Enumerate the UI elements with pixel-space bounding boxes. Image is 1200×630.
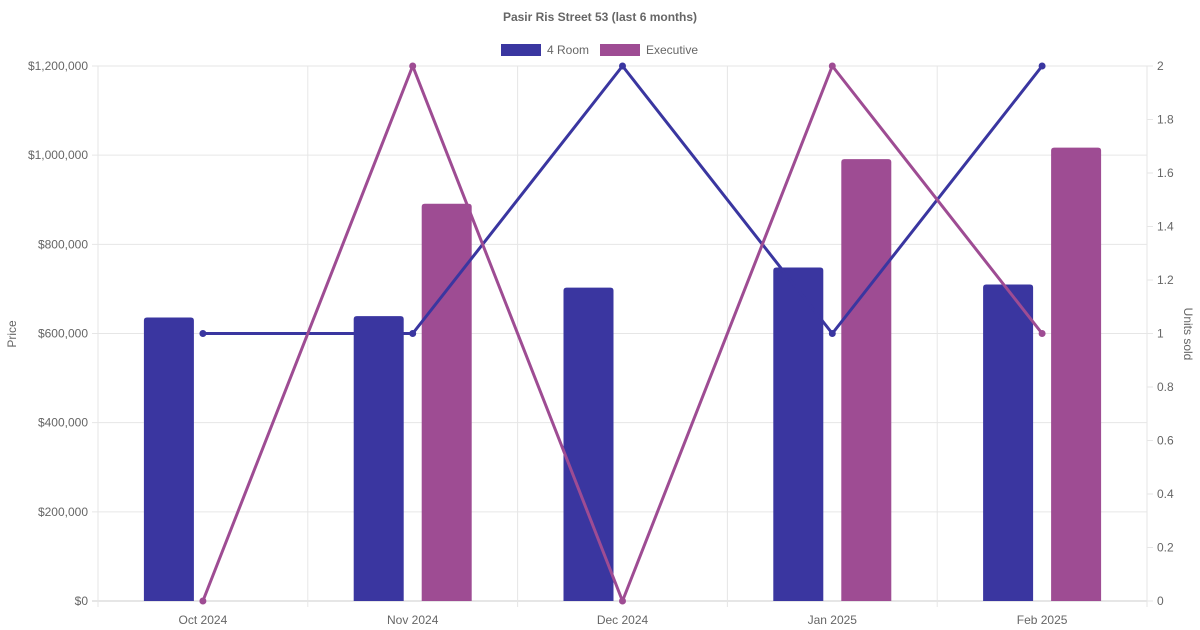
x-tick-label: Oct 2024: [179, 613, 228, 627]
line-4-room-units: [202, 64, 1044, 335]
y-left-tick-label: $1,000,000: [28, 148, 88, 162]
legend-swatch[interactable]: [501, 44, 541, 56]
legend-label[interactable]: Executive: [646, 43, 698, 57]
point-4-room-units[interactable]: [1038, 62, 1046, 70]
point-4-room-units[interactable]: [619, 62, 626, 70]
y-axis-left-label: Price: [5, 320, 19, 348]
legend[interactable]: 4 Room Executive: [501, 43, 698, 57]
y-right-tick-label: 1.2: [1157, 273, 1174, 287]
y-right-tick-label: 1.6: [1157, 166, 1174, 180]
x-tick-label: Dec 2024: [597, 613, 649, 627]
bar-4-room[interactable]: [143, 317, 194, 601]
y-right-tick-label: 0.4: [1157, 487, 1174, 501]
point-executive-units[interactable]: [1038, 330, 1046, 337]
point-4-room-units[interactable]: [409, 330, 417, 337]
bar-executive[interactable]: [1051, 147, 1102, 601]
bar-executive[interactable]: [841, 159, 892, 601]
point-executive-units[interactable]: [828, 62, 836, 70]
bar-4-room[interactable]: [563, 287, 614, 601]
axis-layer: $0 $200,000 $400,000 $600,000 $800,000 $1,000…: [28, 59, 1174, 627]
point-executive-units[interactable]: [619, 597, 626, 605]
y-left-tick-label: $1,200,000: [28, 59, 88, 73]
point-4-room-units[interactable]: [828, 330, 836, 337]
point-executive-units[interactable]: [199, 597, 207, 605]
x-tick-label: Jan 2025: [808, 613, 858, 627]
legend-label[interactable]: 4 Room: [547, 43, 589, 57]
y-right-tick-label: 1.8: [1157, 113, 1174, 127]
y-left-tick-label: $600,000: [38, 327, 88, 341]
point-4-room-units[interactable]: [199, 330, 207, 337]
y-right-tick-label: 0.2: [1157, 541, 1174, 555]
y-right-tick-label: 1.4: [1157, 220, 1174, 234]
y-left-tick-label: $200,000: [38, 505, 88, 519]
x-tick-label: Feb 2025: [1017, 613, 1068, 627]
x-tick-label: Nov 2024: [387, 613, 439, 627]
y-left-tick-label: $400,000: [38, 416, 88, 430]
y-left-tick-label: $0: [75, 594, 89, 608]
bar-layer: [143, 147, 1102, 601]
line-layer: [199, 62, 1046, 605]
y-left-tick-label: $800,000: [38, 237, 88, 251]
bar-executive[interactable]: [421, 203, 472, 601]
grid-layer: [92, 65, 1153, 607]
chart-title: Pasir Ris Street 53 (last 6 months): [503, 10, 697, 24]
bar-4-room[interactable]: [773, 267, 824, 601]
y-right-tick-label: 2: [1157, 59, 1164, 73]
y-right-tick-label: 0: [1157, 594, 1164, 608]
y-right-tick-label: 0.8: [1157, 380, 1174, 394]
bar-4-room[interactable]: [353, 316, 404, 601]
y-axis-right-label: Units sold: [1181, 308, 1195, 361]
bar-4-room[interactable]: [983, 284, 1034, 601]
point-executive-units[interactable]: [409, 62, 417, 70]
legend-swatch[interactable]: [600, 44, 640, 56]
y-right-tick-label: 1: [1157, 327, 1164, 341]
y-right-tick-label: 0.6: [1157, 434, 1174, 448]
